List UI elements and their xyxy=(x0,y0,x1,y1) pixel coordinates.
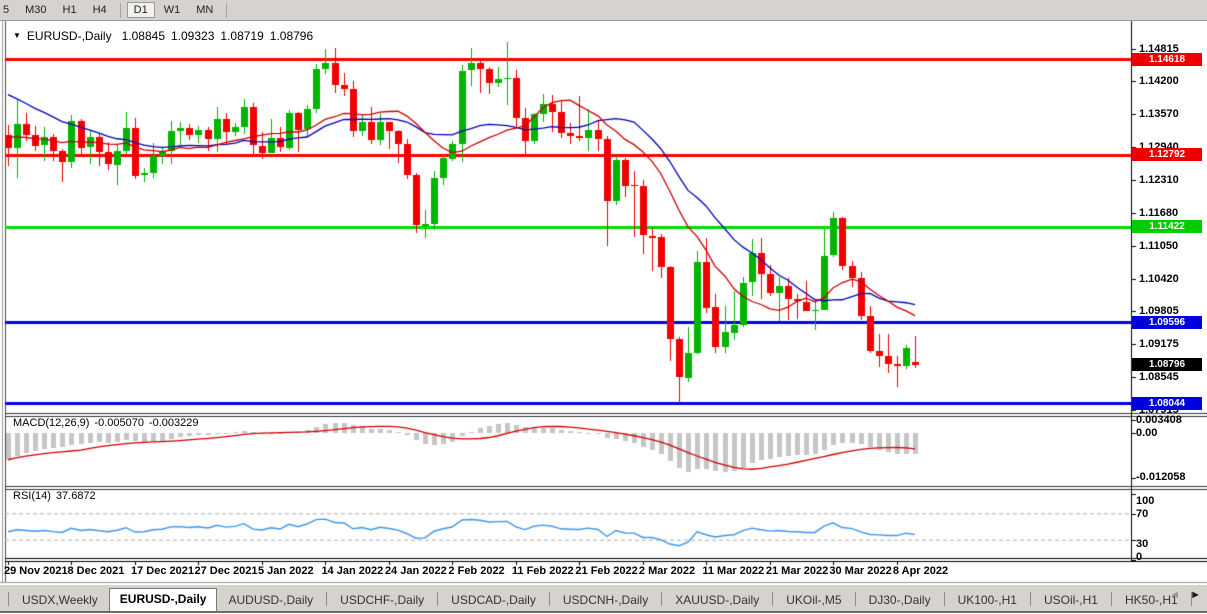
date-axis-label: 2 Mar 2022 xyxy=(638,565,696,577)
price-axis-tick: 1.11050 xyxy=(1139,239,1179,252)
chart-tab-bar: USDX,Weekly EURUSD-,Daily AUDUSD-,Daily USD… xyxy=(0,584,1207,612)
rsi-value: 37.6872 xyxy=(55,490,96,502)
tab-separator xyxy=(326,592,328,606)
price-badge-1.08044: 1.08044 xyxy=(1132,396,1202,410)
price-axis-tick: 1.08545 xyxy=(1139,370,1179,383)
tab-dj30-daily[interactable]: DJ30-,Daily xyxy=(868,593,931,607)
price-axis-tick: 1.13570 xyxy=(1139,107,1179,120)
chart-title: ▼ EURUSD-,Daily 1.08845 1.09323 1.08719 1.087… xyxy=(13,29,319,43)
tab-separator xyxy=(548,592,550,606)
date-axis-label: 17 Dec 2021 xyxy=(130,565,194,577)
macd-scale-label: -0.012058 xyxy=(1136,471,1186,483)
ohlc-open: 1.08845 xyxy=(121,29,165,43)
tab-usdx-weekly[interactable]: USDX,Weekly xyxy=(22,593,98,607)
date-axis-label: 30 Mar 2022 xyxy=(829,565,892,577)
tab-separator xyxy=(661,592,663,606)
rsi-scale-label: 0 xyxy=(1136,551,1143,563)
tab-usdcnh-daily[interactable]: USDCNH-,Daily xyxy=(562,593,649,607)
window-bottom-edge xyxy=(0,611,1207,613)
price-badge-1.11422: 1.11422 xyxy=(1132,220,1202,234)
date-axis-label: 27 Dec 2021 xyxy=(194,565,258,577)
tab-usoil-h1[interactable]: USOil-,H1 xyxy=(1043,593,1098,607)
rsi-name: RSI(14) xyxy=(13,490,51,502)
price-axis-tick: 1.14200 xyxy=(1139,74,1179,87)
ohlc-close: 1.08796 xyxy=(269,29,314,43)
tab-separator xyxy=(1110,592,1112,606)
tab-separator xyxy=(1190,592,1192,606)
rsi-scale-label: 70 xyxy=(1136,508,1149,520)
rsi-scale-label: 30 xyxy=(1136,538,1149,550)
price-badge-1.09596: 1.09596 xyxy=(1132,315,1202,329)
rsi-indicator-label: RSI(14) 37.6872 xyxy=(13,490,101,502)
tab-separator xyxy=(854,592,856,606)
date-axis-label: 8 Dec 2021 xyxy=(67,565,125,577)
timeframe-button-mn[interactable]: MN xyxy=(196,4,214,16)
tab-hk50-h1[interactable]: HK50-,H1 xyxy=(1124,593,1178,607)
rsi-scale-label: 100 xyxy=(1136,495,1155,507)
date-axis-label: 24 Jan 2022 xyxy=(384,565,447,577)
price-badge-1.12792: 1.12792 xyxy=(1132,148,1202,162)
tab-separator xyxy=(437,592,439,606)
macd-name: MACD(12,26,9) xyxy=(13,417,90,429)
tab-uk100-h1[interactable]: UK100-,H1 xyxy=(957,593,1017,607)
price-axis-tick: 1.09805 xyxy=(1139,304,1179,317)
timeframe-button-5[interactable]: 5 xyxy=(3,4,10,16)
date-axis-label: 8 Apr 2022 xyxy=(892,565,949,577)
price-axis-tick: 1.11680 xyxy=(1139,206,1179,219)
price-axis-tick: 1.12310 xyxy=(1139,173,1179,186)
timeframe-button-h4[interactable]: H4 xyxy=(92,4,107,16)
tab-scroll-left-icon[interactable]: ◄ xyxy=(1169,589,1181,601)
date-axis-label: 5 Jan 2022 xyxy=(257,565,314,577)
date-axis-label: 14 Jan 2022 xyxy=(321,565,384,577)
ohlc-high: 1.09323 xyxy=(171,29,215,43)
chart-symbol-label: EURUSD-,Daily xyxy=(26,29,112,43)
tab-xauusd-daily[interactable]: XAUUSD-,Daily xyxy=(675,593,760,607)
date-axis-label: 2 Feb 2022 xyxy=(448,565,505,577)
date-axis-label: 21 Mar 2022 xyxy=(765,565,829,577)
tab-separator xyxy=(772,592,774,606)
price-axis-tick: 1.09175 xyxy=(1139,337,1179,350)
timeframe-toolbar: 5 M30 H1 H4 D1 W1 MN xyxy=(0,0,1207,21)
chart-dropdown-icon[interactable]: ▼ xyxy=(13,31,21,40)
macd-scale-label: 0.00 xyxy=(1136,427,1158,439)
tab-eurusd-daily[interactable]: EURUSD-,Daily xyxy=(108,588,218,612)
date-axis-label: 21 Feb 2022 xyxy=(575,565,638,577)
toolbar-separator xyxy=(119,2,121,18)
macd-indicator-label: MACD(12,26,9) -0.005070 -0.003229 xyxy=(13,417,204,429)
ohlc-low: 1.08719 xyxy=(220,29,264,43)
macd-signal-value: -0.003229 xyxy=(148,417,199,429)
date-axis-label: 11 Feb 2022 xyxy=(511,565,574,577)
macd-scale-label: 0.003408 xyxy=(1136,414,1182,426)
toolbar-separator xyxy=(226,2,228,18)
tab-separator xyxy=(943,592,945,606)
tab-audusd-daily[interactable]: AUDUSD-,Daily xyxy=(228,593,314,607)
price-axis-tick: 1.10420 xyxy=(1139,272,1179,285)
tab-scroll-arrows: ◄ ► xyxy=(1159,589,1201,601)
timeframe-button-h1[interactable]: H1 xyxy=(62,4,77,16)
timeframe-button-w1[interactable]: W1 xyxy=(163,4,181,16)
tab-separator xyxy=(8,592,9,606)
tab-separator xyxy=(1029,592,1031,606)
price-axis-tick: 1.14815 xyxy=(1139,42,1179,55)
price-badge-1.08796: 1.08796 xyxy=(1132,357,1202,371)
macd-main-value: -0.005070 xyxy=(94,417,144,429)
tab-scroll-right-icon[interactable]: ► xyxy=(1190,589,1201,601)
timeframe-button-d1[interactable]: D1 xyxy=(126,2,155,18)
tab-usdcad-daily[interactable]: USDCAD-,Daily xyxy=(451,593,536,607)
date-axis-label: 11 Mar 2022 xyxy=(702,565,765,577)
date-axis-label: 29 Nov 2021 xyxy=(4,565,68,577)
price-badge-1.14618: 1.14618 xyxy=(1132,52,1202,66)
tab-ukoil-m5[interactable]: UKOil-,M5 xyxy=(786,593,842,607)
timeframe-button-m30[interactable]: M30 xyxy=(25,4,47,16)
tab-usdchf-daily[interactable]: USDCHF-,Daily xyxy=(340,593,425,607)
